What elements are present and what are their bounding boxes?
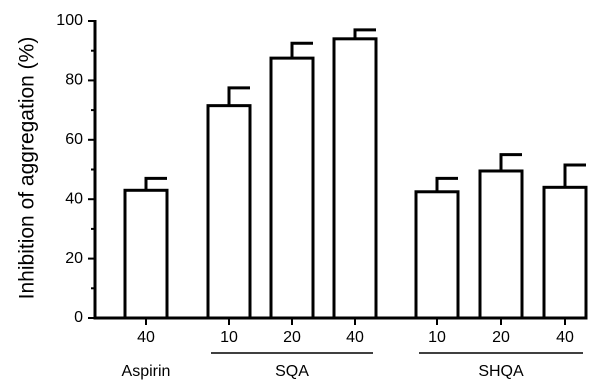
y-tick-label-0: 0 bbox=[74, 309, 83, 326]
bar-1 bbox=[206, 104, 252, 320]
bar-0 bbox=[123, 188, 169, 320]
bar-4 bbox=[414, 190, 460, 320]
y-axis-label: Inhibition of aggregation (%) bbox=[16, 37, 39, 300]
bar-5 bbox=[478, 169, 524, 320]
bar-group-6 bbox=[542, 163, 588, 320]
bar-group-2 bbox=[269, 41, 315, 320]
x-tick-label-1: 10 bbox=[220, 329, 238, 346]
y-tick-label-80: 80 bbox=[65, 72, 83, 89]
group-label-2: SHQA bbox=[478, 363, 524, 380]
bars bbox=[123, 28, 588, 320]
bar-group-0 bbox=[123, 176, 169, 320]
y-tick-label-60: 60 bbox=[65, 131, 83, 148]
bar-group-1 bbox=[206, 86, 252, 320]
x-tick-label-6: 40 bbox=[556, 329, 574, 346]
group-label-0: Aspirin bbox=[122, 363, 171, 380]
bar-group-3 bbox=[332, 28, 378, 320]
group-label-1: SQA bbox=[275, 363, 309, 380]
y-tick-label-40: 40 bbox=[65, 190, 83, 207]
bar-group-4 bbox=[414, 176, 460, 320]
bar-2 bbox=[269, 56, 315, 320]
bar-6 bbox=[542, 185, 588, 320]
x-tick-label-2: 20 bbox=[283, 329, 301, 346]
x-tick-label-5: 20 bbox=[492, 329, 510, 346]
y-tick-label-100: 100 bbox=[56, 12, 83, 29]
x-axis: 40 10 20 40 10 20 40 bbox=[93, 316, 585, 346]
x-tick-label-0: 40 bbox=[137, 329, 155, 346]
bar-3 bbox=[332, 37, 378, 320]
x-tick-label-3: 40 bbox=[346, 329, 364, 346]
group-labels: Aspirin SQA SHQA bbox=[122, 352, 583, 380]
y-axis: 0 20 40 60 80 100 bbox=[56, 12, 97, 326]
bar-group-5 bbox=[478, 153, 524, 320]
y-tick-label-20: 20 bbox=[65, 250, 83, 267]
x-tick-label-4: 10 bbox=[428, 329, 446, 346]
